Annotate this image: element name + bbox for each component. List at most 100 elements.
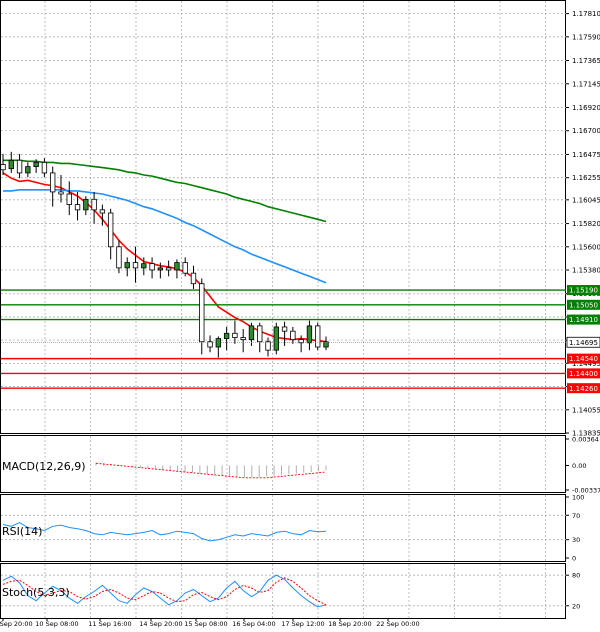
rsi-tick-label: 30 [572, 536, 580, 544]
candle-body [141, 263, 147, 269]
candle-body [315, 325, 321, 348]
price-tick-label: 1.16920 [572, 104, 600, 112]
stoch-label: Stoch(5,3,3) [2, 586, 70, 599]
candle-body [16, 159, 23, 174]
candle-body [323, 341, 329, 348]
candle-body [215, 338, 222, 348]
rsi-tick-label: 0 [572, 555, 576, 563]
candle-body [50, 172, 56, 193]
price-tick-label: 1.15380 [572, 266, 600, 274]
price-tick-label: 1.17145 [572, 80, 600, 88]
price-tick-label: 1.14055 [572, 406, 600, 414]
candle-body [41, 161, 48, 174]
resistance-level-label: 1.15050 [569, 301, 598, 309]
panel-frame [0, 563, 566, 619]
candle-body [298, 339, 304, 344]
macd-tick-label: 0.00 [572, 462, 586, 470]
candle-body [232, 332, 238, 338]
candle-body [83, 198, 89, 211]
current-price-label: 1.14695 [569, 339, 598, 347]
candle-body [199, 283, 205, 343]
candle-body [248, 325, 255, 341]
candle-body [273, 326, 279, 351]
price-tick-label: 1.17810 [572, 10, 600, 18]
price-tick-label: 1.13835 [572, 430, 600, 438]
macd-label: MACD(12,26,9) [2, 460, 86, 473]
panel-frame [0, 0, 566, 434]
rsi-tick-label: 70 [572, 512, 580, 520]
time-tick-label: 16 Sep 04:00 [232, 620, 275, 628]
price-tick-label: 1.16475 [572, 151, 600, 159]
candle-body [8, 159, 14, 170]
time-tick-label: 15 Sep 08:00 [184, 620, 227, 628]
time-tick-label: 14 Sep 20:00 [139, 620, 182, 628]
resistance-level-label: 1.15190 [569, 287, 598, 295]
stoch-panel: 80 20 Stoch(5,3,3) [0, 563, 580, 619]
resistance-level-label: 1.14910 [569, 316, 598, 324]
support-level-tag [567, 383, 600, 394]
candle-body [99, 209, 106, 214]
stoch-tick-label: 20 [572, 602, 580, 610]
candle-body [25, 166, 31, 174]
candle-body [182, 262, 188, 274]
time-tick-label: 10 Sep 08:00 [35, 620, 78, 628]
candle-body [281, 326, 288, 332]
moving-average-line [2, 172, 327, 343]
candle-body [0, 164, 6, 171]
candle-body [157, 267, 164, 271]
candle-body [265, 341, 271, 351]
price-tick-label: 1.16045 [572, 196, 600, 204]
rsi-tick-label: 100 [572, 494, 584, 502]
rsi-line [2, 522, 327, 542]
price-tick-label: 1.15820 [572, 220, 600, 228]
macd-panel: 0.00364 0.00 -0.003374 MACD(12,26,9) [0, 435, 600, 495]
support-level-label: 1.14540 [569, 355, 598, 363]
candle-body [290, 330, 296, 341]
stoch-signal-line [2, 577, 327, 606]
stoch-main-line [2, 574, 327, 608]
candle-body [223, 332, 230, 339]
moving-average-line [3, 159, 327, 223]
macd-tick-label: 0.00364 [572, 436, 599, 444]
price-tick-label: 1.15600 [572, 243, 600, 251]
time-tick-label: 17 Sep 12:00 [281, 620, 324, 628]
macd-tick-label: -0.003374 [572, 487, 600, 495]
candle-body [190, 272, 197, 285]
resistance-level-tag [567, 314, 600, 325]
candle-body [240, 337, 246, 341]
stoch-tick-label: 80 [572, 572, 580, 580]
macd-signal-line [95, 462, 327, 479]
candle-body [33, 161, 39, 167]
support-level-tag [567, 353, 600, 364]
moving-average-line [3, 189, 327, 284]
candle-body [91, 198, 97, 211]
price-tick-label: 1.16700 [572, 127, 600, 135]
candle-body [306, 325, 313, 344]
candle-body [74, 204, 81, 211]
candle-body [149, 263, 155, 271]
price-tick-label: 1.16255 [572, 174, 600, 182]
candle-body [58, 191, 64, 195]
panel-frame [0, 494, 566, 562]
candle-body [165, 267, 172, 271]
candle-body [116, 246, 122, 269]
resistance-level-tag [567, 299, 600, 310]
price-tick-label: 1.14495 [572, 360, 600, 368]
candle-body [207, 341, 213, 348]
candle-body [132, 262, 139, 269]
price-tick-label: 1.17590 [572, 33, 600, 41]
candle-body [124, 262, 130, 269]
time-tick-label: 18 Sep 20:00 [328, 620, 371, 628]
candle-body [107, 212, 114, 248]
candle-body [174, 262, 180, 271]
support-level-tag [567, 368, 600, 379]
price-tick-label: 1.17365 [572, 57, 600, 65]
panel-frame [0, 435, 566, 493]
main-price-panel: 1.17810 1.17590 1.17365 1.17145 1.16920 1.167… [0, 0, 600, 438]
current-price-tag [566, 336, 600, 348]
support-level-label: 1.14260 [569, 385, 598, 393]
rsi-panel: 100 70 30 0 RSI(14) [0, 494, 584, 563]
time-tick-label: 22 Sep 00:00 [376, 620, 419, 628]
